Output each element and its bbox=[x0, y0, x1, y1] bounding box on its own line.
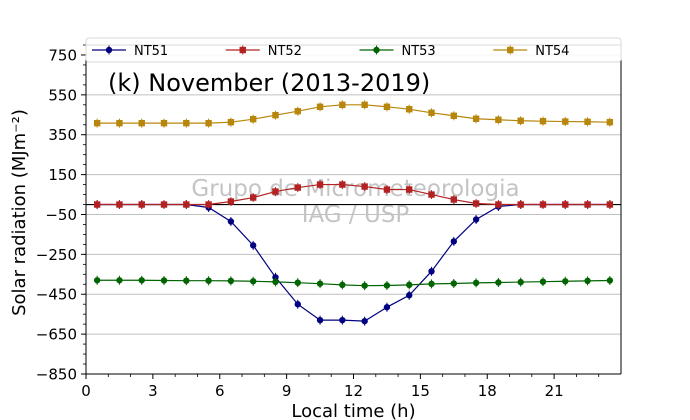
y-tick-label: 150 bbox=[48, 166, 77, 184]
legend-item-nt51: NT51 bbox=[92, 44, 168, 59]
legend-item-nt53: NT53 bbox=[359, 44, 436, 59]
x-tick-label: 15 bbox=[411, 382, 430, 400]
legend-label: NT54 bbox=[535, 44, 569, 59]
x-tick-label: 9 bbox=[282, 382, 292, 400]
y-tick-label: 350 bbox=[48, 126, 77, 144]
legend-item-nt52: NT52 bbox=[225, 44, 302, 59]
chart-title: (k) November (2013-2019) bbox=[108, 69, 430, 97]
x-tick-label: 0 bbox=[81, 382, 91, 400]
y-tick-label: −450 bbox=[36, 286, 77, 304]
plot-background bbox=[86, 45, 621, 374]
plot-area bbox=[86, 45, 621, 374]
x-tick-label: 18 bbox=[478, 382, 497, 400]
x-tick-label: 6 bbox=[215, 382, 225, 400]
y-axis-label: Solar radiation (MJm⁻²) bbox=[9, 109, 30, 316]
y-tick-label: 750 bbox=[48, 46, 77, 64]
series-nt52 bbox=[93, 180, 614, 210]
legend-label: NT51 bbox=[134, 44, 168, 59]
legend-label: NT52 bbox=[268, 44, 302, 59]
legend-marker bbox=[239, 46, 246, 54]
x-axis-label: Local time (h) bbox=[291, 401, 415, 420]
series-line-nt54 bbox=[97, 104, 610, 124]
legend-box bbox=[85, 37, 622, 63]
series-line-nt52 bbox=[97, 183, 610, 206]
series-line-nt53 bbox=[97, 279, 610, 287]
y-tick-label: −850 bbox=[36, 366, 77, 384]
y-tick-label: 550 bbox=[48, 86, 77, 104]
y-tick-label: −250 bbox=[36, 246, 77, 264]
x-tick-label: 21 bbox=[545, 382, 564, 400]
legend-marker bbox=[105, 46, 113, 54]
y-tick-label: −650 bbox=[36, 326, 77, 344]
legend-marker bbox=[507, 46, 514, 54]
legend-marker bbox=[373, 46, 380, 54]
watermark-line-2: IAG / USP bbox=[302, 202, 410, 228]
legend-label: NT53 bbox=[402, 44, 436, 59]
legend: NT51 NT52 NT53 NT54 bbox=[85, 37, 622, 63]
series-layer bbox=[93, 100, 614, 326]
series-nt54 bbox=[93, 100, 614, 128]
series-nt53 bbox=[93, 275, 614, 291]
legend-item-nt54: NT54 bbox=[493, 44, 569, 59]
y-tick-label: −50 bbox=[45, 206, 77, 224]
x-tick-label: 3 bbox=[148, 382, 158, 400]
watermark-line-1: Grupo de Micrometeorologia bbox=[191, 176, 519, 202]
x-tick-label: 12 bbox=[344, 382, 363, 400]
